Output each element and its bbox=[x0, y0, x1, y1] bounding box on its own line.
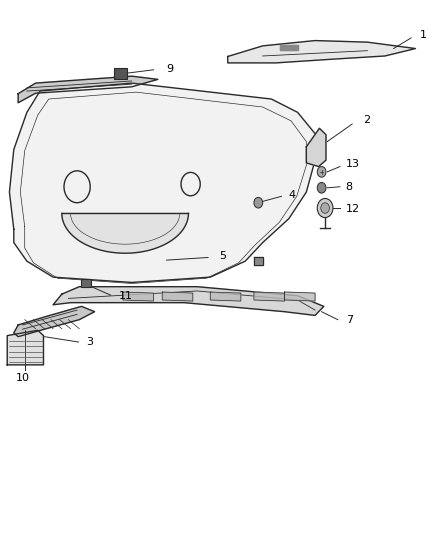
Bar bbox=[114, 68, 127, 79]
Circle shape bbox=[254, 197, 263, 208]
Text: 1: 1 bbox=[420, 30, 427, 41]
Text: 13: 13 bbox=[346, 159, 360, 169]
Polygon shape bbox=[210, 292, 241, 301]
Polygon shape bbox=[285, 292, 315, 301]
Polygon shape bbox=[254, 292, 285, 301]
Polygon shape bbox=[7, 330, 43, 365]
Circle shape bbox=[317, 166, 326, 177]
Bar bbox=[81, 279, 91, 287]
Polygon shape bbox=[10, 83, 315, 282]
Polygon shape bbox=[162, 292, 193, 301]
Circle shape bbox=[317, 198, 333, 217]
Polygon shape bbox=[123, 292, 153, 301]
Text: 11: 11 bbox=[119, 291, 133, 301]
Polygon shape bbox=[14, 306, 95, 337]
Text: 5: 5 bbox=[219, 251, 226, 261]
Polygon shape bbox=[254, 257, 263, 265]
Text: 8: 8 bbox=[346, 182, 353, 192]
Text: 7: 7 bbox=[346, 314, 353, 325]
Polygon shape bbox=[53, 287, 324, 316]
Polygon shape bbox=[18, 76, 158, 103]
Text: 2: 2 bbox=[363, 115, 370, 125]
Text: 10: 10 bbox=[15, 373, 29, 383]
Polygon shape bbox=[306, 128, 326, 166]
Polygon shape bbox=[62, 213, 188, 253]
Circle shape bbox=[317, 182, 326, 193]
Text: 4: 4 bbox=[289, 190, 296, 200]
Text: 12: 12 bbox=[346, 204, 360, 214]
Text: 9: 9 bbox=[166, 64, 174, 74]
Text: 3: 3 bbox=[86, 337, 93, 347]
Circle shape bbox=[321, 203, 329, 213]
Polygon shape bbox=[280, 45, 297, 50]
Polygon shape bbox=[228, 41, 416, 63]
